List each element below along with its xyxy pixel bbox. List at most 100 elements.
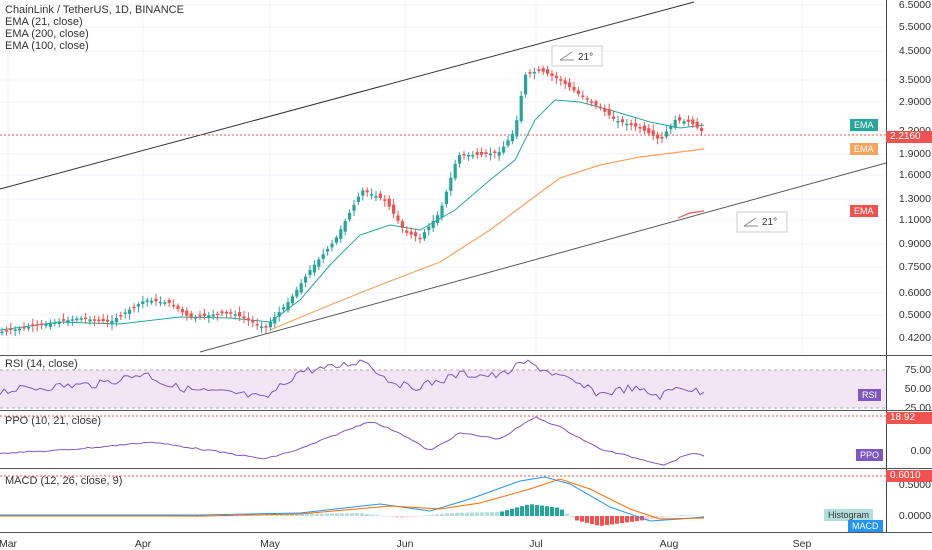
candle-body [524, 74, 528, 95]
pane-separator[interactable] [0, 355, 932, 356]
histogram-bar [455, 512, 459, 516]
histogram-bar [620, 516, 624, 524]
pane-separator[interactable] [0, 532, 932, 533]
ppo-chart[interactable] [0, 411, 886, 468]
candle-body [378, 193, 382, 198]
histogram-bar [535, 504, 539, 516]
x-label-mar: Mar [0, 538, 18, 550]
candle-body [40, 323, 44, 326]
histogram-bar [275, 514, 279, 516]
histogram-bar [310, 513, 314, 516]
histogram-bar [570, 516, 574, 518]
candle-body [172, 304, 176, 307]
ema100-legend[interactable]: EMA (100, close) [5, 40, 89, 52]
histogram-bar [485, 512, 489, 516]
candle-body [110, 320, 114, 325]
y-tick: 3.5000 [898, 74, 931, 86]
angle-icon [743, 217, 758, 227]
candle-body [678, 117, 682, 121]
histogram-bar [465, 512, 469, 516]
histogram-bar [380, 515, 384, 517]
histogram-bar [360, 513, 364, 516]
histogram-bar [350, 513, 354, 516]
candle-body [541, 68, 545, 72]
histogram-bar [625, 516, 629, 523]
candle-body [488, 153, 492, 156]
price-pane[interactable]: 21° 21° ChainLink / TetherUS, 1D, BINANCE… [0, 0, 886, 355]
macd-chart[interactable] [0, 469, 886, 532]
macd-legend[interactable]: MACD (12, 26, close, 9) [5, 475, 123, 487]
histogram-bar [530, 504, 534, 516]
histogram-bar [660, 516, 664, 518]
y-tick: 1.9000 [898, 148, 931, 160]
histogram-bar [630, 516, 634, 522]
candle-body [466, 155, 470, 157]
candle-body [453, 163, 457, 179]
angle-marker-box [736, 211, 788, 233]
rsi-legend[interactable]: RSI (14, close) [5, 358, 78, 370]
y-tick: 0.0000 [898, 510, 931, 522]
ema200-legend[interactable]: EMA (200, close) [5, 28, 89, 40]
y-tick: 1.1000 [898, 214, 931, 226]
price-chart[interactable]: 21° 21° [0, 0, 886, 355]
candle-body [519, 95, 523, 122]
candle-body [189, 313, 193, 318]
histogram-bar [210, 516, 214, 517]
rsi-axis[interactable]: 75.00 50.00 25.00 [886, 356, 932, 410]
histogram-bar [305, 513, 309, 516]
candle-body [154, 298, 158, 302]
histogram-bar [260, 515, 264, 516]
candle-body [444, 191, 448, 205]
candle-body [31, 324, 35, 327]
candle-body [497, 152, 501, 156]
ppo-legend[interactable]: PPO (10, 21, close) [5, 415, 101, 427]
histogram-bar [600, 516, 604, 526]
rsi-pane[interactable]: RSI (14, close) [0, 356, 886, 410]
histogram-bar [595, 516, 599, 526]
candle-body [75, 318, 79, 321]
time-axis[interactable] [0, 533, 886, 550]
histogram-bar [520, 506, 524, 516]
ema21-legend[interactable]: EMA (21, close) [5, 16, 83, 28]
x-label-jun: Jun [396, 538, 414, 550]
candle-body [220, 311, 224, 314]
candle-body [458, 155, 462, 164]
pane-separator[interactable] [0, 468, 932, 469]
histogram-bar [325, 513, 329, 516]
pane-separator[interactable] [0, 410, 932, 411]
y-tick: 1.6000 [898, 169, 931, 181]
ppo-pane[interactable]: PPO (10, 21, close) [0, 411, 886, 468]
candle-body [361, 190, 365, 196]
candle-body [290, 296, 294, 304]
candle-body [167, 299, 171, 303]
histogram-bar [205, 516, 209, 517]
trend-line-upper [0, 1, 695, 190]
candle-body [211, 314, 215, 317]
candle-body [572, 86, 576, 91]
price-axis[interactable]: 6.5000 5.5000 4.5000 3.5000 2.9000 2.200… [886, 0, 932, 355]
candle-body [119, 315, 123, 317]
y-tick: 0.6000 [898, 287, 931, 299]
histogram-bar [320, 513, 324, 516]
candle-body [216, 313, 220, 316]
candle-body [598, 106, 602, 109]
candle-body [180, 308, 184, 313]
histogram-bar [505, 510, 509, 516]
ema100-line [269, 148, 705, 331]
macd-pane[interactable]: MACD (12, 26, close, 9) [0, 469, 886, 532]
histogram-bar [605, 516, 609, 526]
y-tick: 0.7500 [898, 261, 931, 273]
candle-body [334, 237, 338, 243]
histogram-bar [385, 516, 389, 517]
candle-body [132, 306, 136, 309]
histogram-bar [365, 513, 369, 516]
histogram-bar [445, 513, 449, 516]
histogram-bar [200, 516, 204, 517]
histogram-bar [440, 513, 444, 516]
candle-body [202, 313, 206, 316]
candle-body [656, 134, 660, 139]
candle-body [224, 312, 228, 314]
rsi-chart[interactable] [0, 356, 886, 410]
rsi-line [0, 359, 705, 401]
candle-body [396, 215, 400, 221]
